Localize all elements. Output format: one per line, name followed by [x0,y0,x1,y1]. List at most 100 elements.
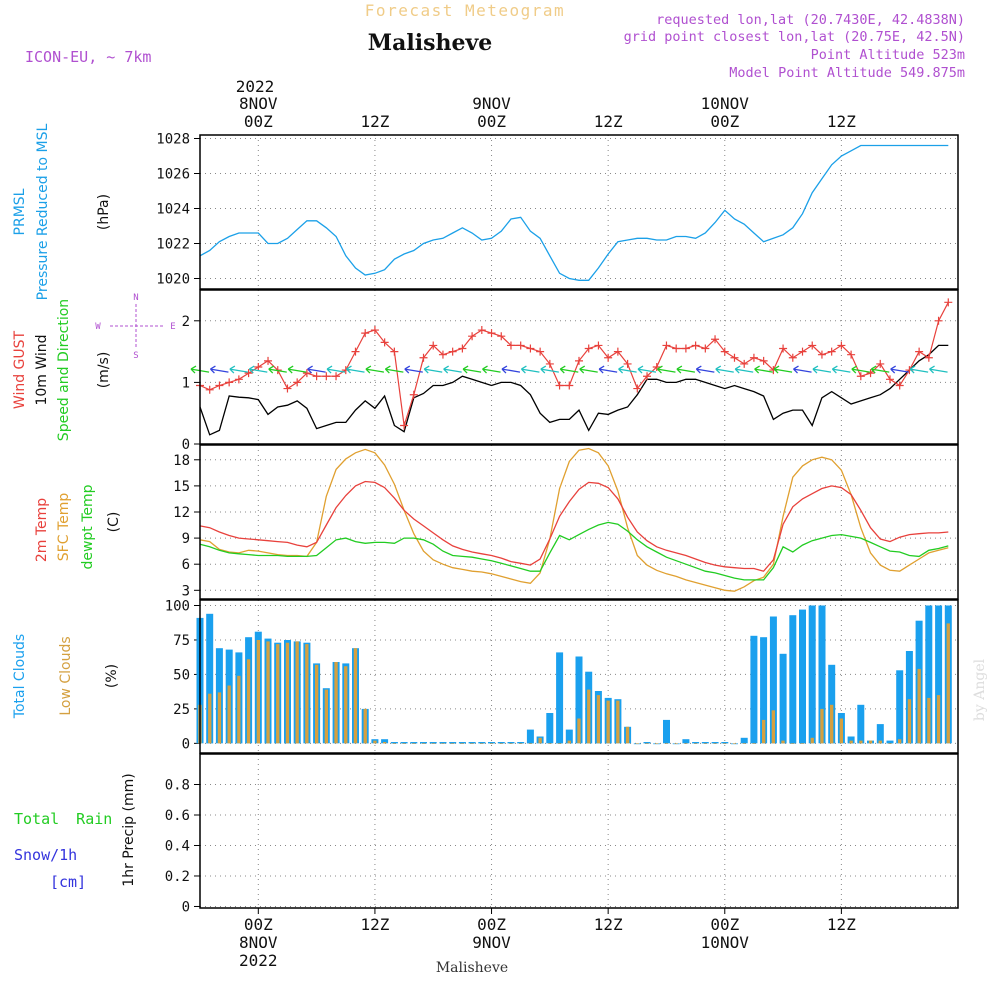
gust-marker [254,363,263,371]
gust-marker [283,384,292,393]
pressure-panel: 1020 1022 1024 1026 1028 [156,132,959,290]
gust-marker [749,353,758,362]
gust-marker [205,385,214,394]
ytick-label-3-4: 100 [165,599,190,615]
ytick-label-4-4: 0.8 [165,777,190,793]
low-cloud-bar [684,743,688,744]
ytick-label-3-1: 25 [173,702,190,718]
ytick-label-4-0: 0 [182,899,190,915]
point-altitude: Point Altitude 523m [811,47,965,63]
wind-direction-arrow [268,365,287,374]
low-cloud-bar [907,699,912,744]
gust-marker [788,353,797,362]
low-cloud-bar [528,743,533,744]
total-cloud-bar [575,656,583,744]
gust-marker [905,366,914,375]
low-cloud-bar [538,737,542,744]
ytick-label-4-2: 0.4 [165,838,190,854]
total-cloud-bar [410,742,418,744]
precip-panel: 0 0.2 0.4 0.6 0.8 [165,753,959,915]
pressure-frame [199,134,959,290]
ytick-label-2-0: 3 [182,583,190,599]
low-cloud-bar [898,739,902,744]
low-cloud-bar [256,640,260,744]
wind-direction-arrow [657,365,676,374]
low-cloud-bar [839,718,843,744]
low-cloud-bar [635,743,639,744]
gust-marker [565,381,574,390]
total-cloud-bar [799,609,806,744]
total-cloud-bar [546,713,554,744]
pressure-unit-label: (hPa) [96,194,112,230]
low-cloud-bar [830,704,834,744]
total-rain-label: Total Rain [14,810,112,828]
gust-marker [691,341,700,350]
low-cloud-bar [762,719,766,744]
low-cloud-bar [315,664,319,744]
gust-marker [876,359,885,368]
gust-marker [390,347,399,356]
total-cloud-bar [847,736,855,744]
total-cloud-bar [760,637,768,744]
dewpt-label: dewpt Temp [80,484,96,569]
pressure-line [199,144,949,281]
gust-marker [885,375,894,384]
top-tick-label-2-0: 9NOV [472,94,511,113]
wind-direction-arrow [929,365,948,374]
low-cloud-bar [509,743,513,744]
total-cloud-bar [497,742,505,744]
total-cloud-bar [439,742,447,744]
low-cloud-bar [771,710,775,744]
ytick-label-0-0: 1020 [156,272,190,288]
bottom-tick-label-0-0: 00Z [244,915,273,934]
low-cloud-bar [606,700,610,744]
total-cloud-bar [643,742,651,744]
low-cloud-bar [946,623,950,744]
grid-point-coords: grid point closest lon,lat (20.75E, 42.5… [624,29,965,45]
low-cloud-bar [752,743,756,744]
low-cloud-bar [470,743,474,744]
ytick-label-0-3: 1026 [156,167,190,183]
gust-marker [429,341,438,350]
low-cloud-bar [713,743,717,744]
low-cloud-bar [519,743,523,744]
ytick-label-2-1: 6 [182,557,190,573]
low-cloud-bar [859,740,863,744]
low-cloud-bar [917,668,921,744]
bottom-tick-label-2-0: 00Z [477,915,506,934]
gust-marker [730,353,739,362]
model-name: ICON-EU, ~ 7km [25,48,151,66]
total-cloud-bar [896,670,904,744]
gust-marker [458,344,467,353]
ytick-label-2-2: 9 [182,531,190,547]
low-cloud-bar [791,743,795,744]
low-cloud-bar [820,708,824,744]
low-cloud-bar [732,743,737,744]
wind-direction-arrow [443,365,462,374]
total-cloud-bar [420,742,427,744]
ytick-label-3-0: 0 [182,736,190,752]
wind-direction-arrow [384,365,404,374]
wind-direction-arrow [637,365,657,374]
low-cloud-bar [810,737,814,744]
gust-marker [779,344,788,353]
wind-speed-line [199,344,949,436]
compass-rose: N W E S [95,293,175,361]
gust-marker [322,372,331,381]
gust-marker [944,298,953,307]
total-cloud-bar [458,742,466,744]
wind-unit-label: (m/s) [96,352,112,389]
total-cloud-bar [663,719,670,744]
gust-marker [837,341,846,350]
total-cloud-bar [206,613,214,744]
snow-label: Snow/1h [14,846,77,864]
precip-frame [199,753,959,909]
gust-marker [584,344,593,353]
gust-marker [487,329,496,338]
top-tick-label-4-1: 00Z [710,112,739,131]
total-cloud-bar [526,729,534,744]
low-cloud-bar [373,740,377,744]
gust-marker [545,359,554,368]
